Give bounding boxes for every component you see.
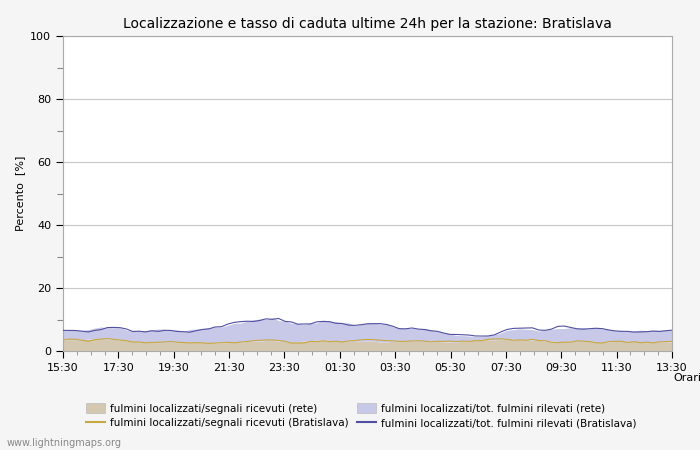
Title: Localizzazione e tasso di caduta ultime 24h per la stazione: Bratislava: Localizzazione e tasso di caduta ultime … <box>123 17 612 31</box>
Legend: fulmini localizzati/segnali ricevuti (rete), fulmini localizzati/segnali ricevut: fulmini localizzati/segnali ricevuti (re… <box>87 404 637 428</box>
Y-axis label: Percento  [%]: Percento [%] <box>15 156 24 231</box>
Text: Orario: Orario <box>673 373 700 383</box>
Text: www.lightningmaps.org: www.lightningmaps.org <box>7 438 122 448</box>
